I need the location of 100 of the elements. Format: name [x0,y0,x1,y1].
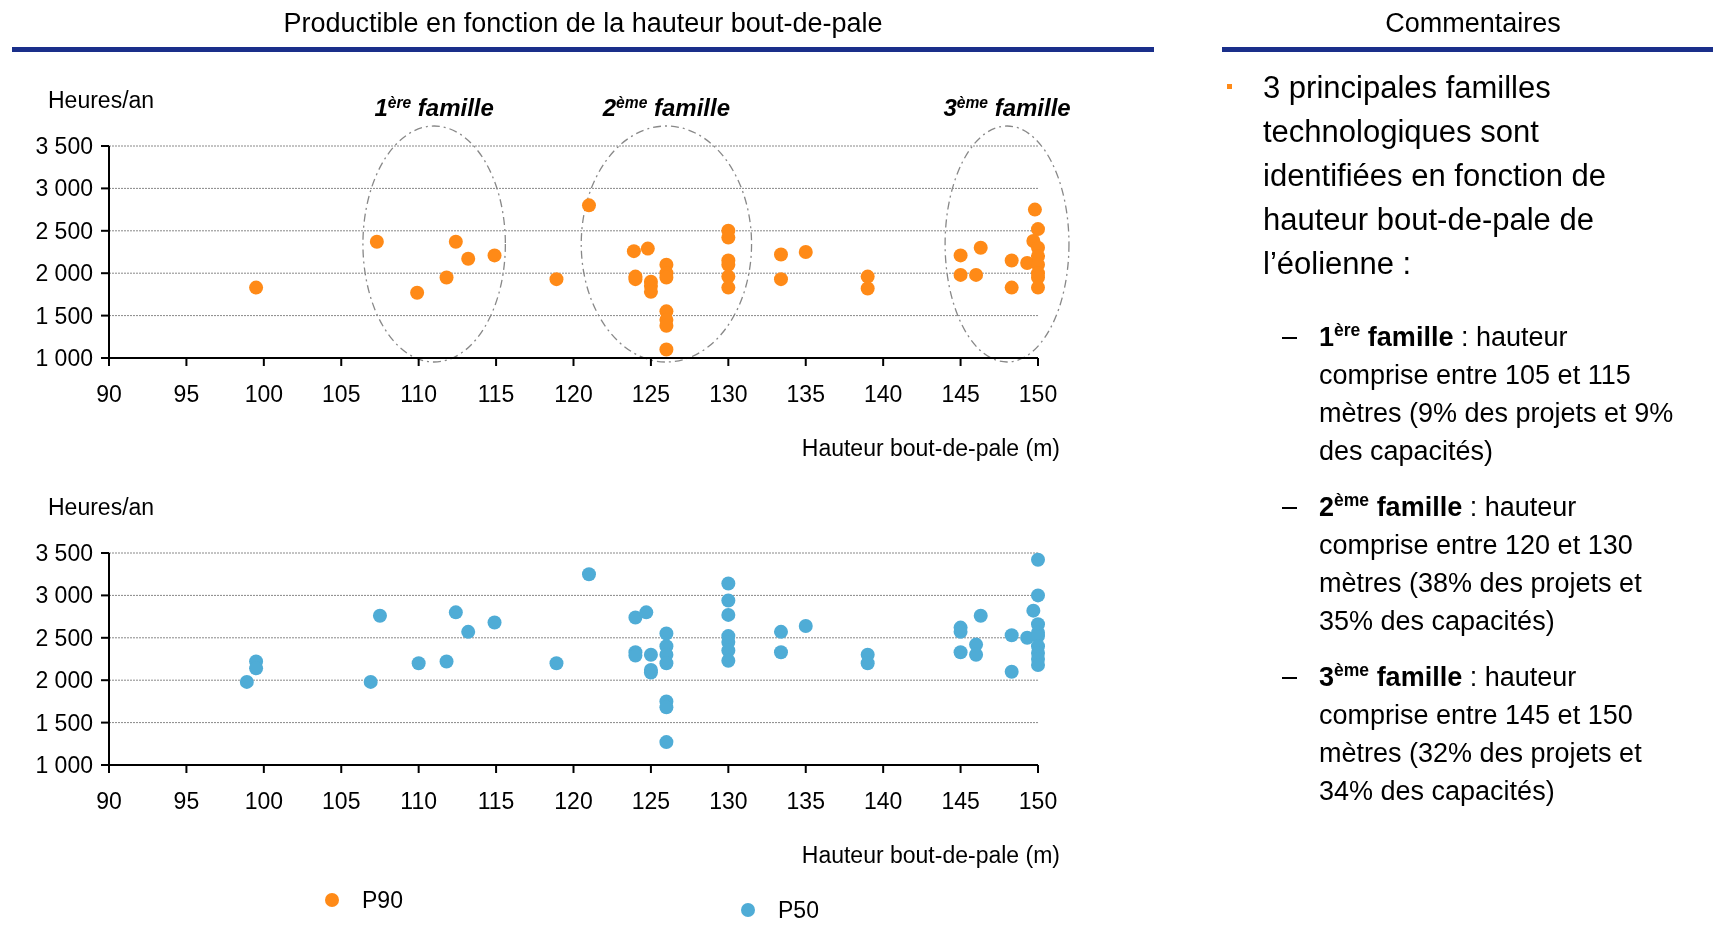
text: 1$^{ère}$ famille [374,93,494,121]
legend-label: P50 [778,897,819,923]
chart-title: Productible en fonction de la hauteur bout-de-pale [283,8,883,38]
x-tick-label: 105 [322,788,361,814]
point [639,605,654,620]
point [973,608,988,623]
text: 1$^{ère}$ famille : hauteur comprise entre 105 et 115 mètres (9% des projets et 9% des capacités) [1319,320,1674,466]
text: 3$^{ème}$ famille [943,93,1071,121]
point [969,267,984,282]
x-tick-label: 130 [709,381,748,407]
point [1031,222,1045,237]
point [581,567,596,582]
x-tick-label: 135 [786,381,825,407]
point [549,656,564,671]
point [372,608,387,623]
x-tick-label: 150 [1018,381,1058,407]
point [461,624,476,639]
x-axis-title: Hauteur bout-de-pale (m) [801,842,1060,868]
x-tick-label: 130 [709,788,748,814]
point [487,615,502,630]
point [721,576,736,591]
y-tick-label: 2 500 [35,624,93,651]
x-tick-label: 125 [631,788,671,814]
point [487,248,502,263]
point [410,285,425,300]
y-tick-label: 1 500 [35,302,93,329]
y-tick-label: 2 000 [35,260,93,287]
point [973,240,988,255]
point [439,654,454,669]
point [626,244,641,259]
y-axis-title: Heures/an [48,87,155,113]
point [798,245,813,259]
text: 3$^{ème}$ famille : hauteur comprise entre 145 et 150 mètres (32% des projets et 34% des capacités) [1319,660,1643,806]
text: 2$^{ème}$ famille [601,93,731,121]
point [448,234,463,249]
point [1004,628,1019,643]
point [363,674,378,689]
point [581,198,596,213]
y-tick-label: 3 000 [35,582,93,609]
point [643,647,658,662]
y-tick-label: 2 000 [35,667,93,694]
point [1027,202,1042,217]
y-tick-label: 1 000 [35,752,93,779]
point [659,626,674,641]
x-tick-label: 110 [400,381,437,407]
point [1004,664,1019,679]
point [1004,280,1019,295]
point [659,342,674,357]
point [448,605,463,620]
point [659,656,674,671]
point [773,624,788,639]
x-tick-label: 135 [786,788,825,814]
x-tick-label: 150 [1018,788,1058,814]
x-tick-label: 140 [863,381,903,407]
point [369,234,384,249]
point [249,280,264,295]
point [798,618,813,633]
point [721,280,736,295]
y-tick-label: 2 500 [35,217,93,244]
point [721,653,736,668]
point [640,241,655,256]
point [969,647,984,662]
y-tick-label: 3 500 [35,540,93,567]
y-axis-title: Heures/an [48,494,155,520]
x-tick-label: 100 [244,788,284,814]
point [721,607,736,622]
x-tick-label: 120 [554,788,593,814]
point [773,272,788,287]
x-axis-title: Hauteur bout-de-pale (m) [801,435,1060,461]
point [411,656,426,671]
y-tick-label: 3 000 [35,175,93,202]
text: Commentaires [1385,8,1561,38]
point [860,281,875,296]
point [721,593,736,608]
point [628,610,643,625]
point [1031,552,1045,567]
point [1026,603,1041,618]
y-tick-label: 1 500 [35,709,93,736]
text: 2$^{ème}$ famille : hauteur comprise entre 120 et 130 mètres (38% des projets et 35% des capacités) [1319,490,1643,636]
point [1004,253,1019,268]
text: 3 principales familles technologiques sont identifiées en fonction de hauteur bout-de-pale de l’éolienne : [1263,70,1606,281]
point [549,272,564,287]
x-tick-label: 115 [477,788,515,814]
point [773,645,788,660]
y-tick-label: 3 500 [35,133,93,160]
x-tick-label: 145 [941,788,980,814]
point [439,270,454,285]
point [953,248,968,263]
point [659,735,674,750]
x-tick-label: 90 [96,381,122,407]
x-tick-label: 125 [631,381,671,407]
point [953,267,968,282]
point [773,247,788,262]
point [1031,280,1045,295]
point [461,251,476,266]
x-tick-label: 95 [173,381,200,407]
point [860,269,875,284]
x-tick-label: 145 [941,381,980,407]
y-tick-label: 1 000 [35,345,93,372]
x-tick-label: 95 [173,788,200,814]
